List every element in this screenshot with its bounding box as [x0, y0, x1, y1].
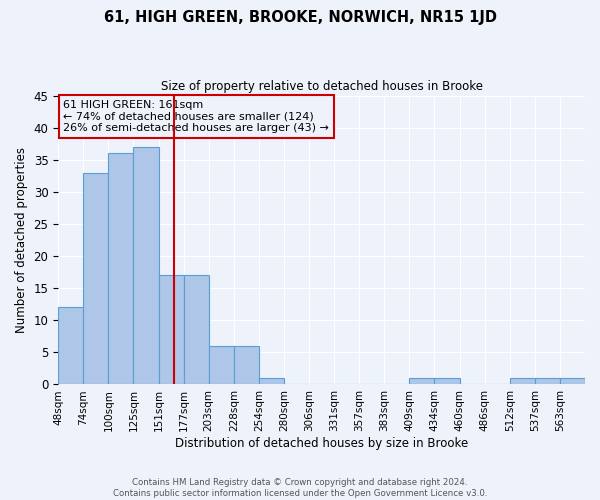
- Bar: [560, 378, 585, 384]
- Bar: [133, 147, 158, 384]
- Y-axis label: Number of detached properties: Number of detached properties: [15, 147, 28, 333]
- X-axis label: Distribution of detached houses by size in Brooke: Distribution of detached houses by size …: [175, 437, 468, 450]
- Bar: [259, 378, 284, 384]
- Text: Contains HM Land Registry data © Crown copyright and database right 2024.
Contai: Contains HM Land Registry data © Crown c…: [113, 478, 487, 498]
- Bar: [234, 346, 259, 385]
- Title: Size of property relative to detached houses in Brooke: Size of property relative to detached ho…: [161, 80, 482, 93]
- Bar: [158, 276, 184, 384]
- Bar: [510, 378, 535, 384]
- Bar: [184, 276, 209, 384]
- Bar: [409, 378, 434, 384]
- Bar: [209, 346, 234, 385]
- Bar: [58, 308, 83, 384]
- Bar: [109, 154, 133, 384]
- Bar: [535, 378, 560, 384]
- Bar: [83, 172, 109, 384]
- Text: 61 HIGH GREEN: 161sqm
← 74% of detached houses are smaller (124)
26% of semi-det: 61 HIGH GREEN: 161sqm ← 74% of detached …: [64, 100, 329, 133]
- Text: 61, HIGH GREEN, BROOKE, NORWICH, NR15 1JD: 61, HIGH GREEN, BROOKE, NORWICH, NR15 1J…: [104, 10, 497, 25]
- Bar: [434, 378, 460, 384]
